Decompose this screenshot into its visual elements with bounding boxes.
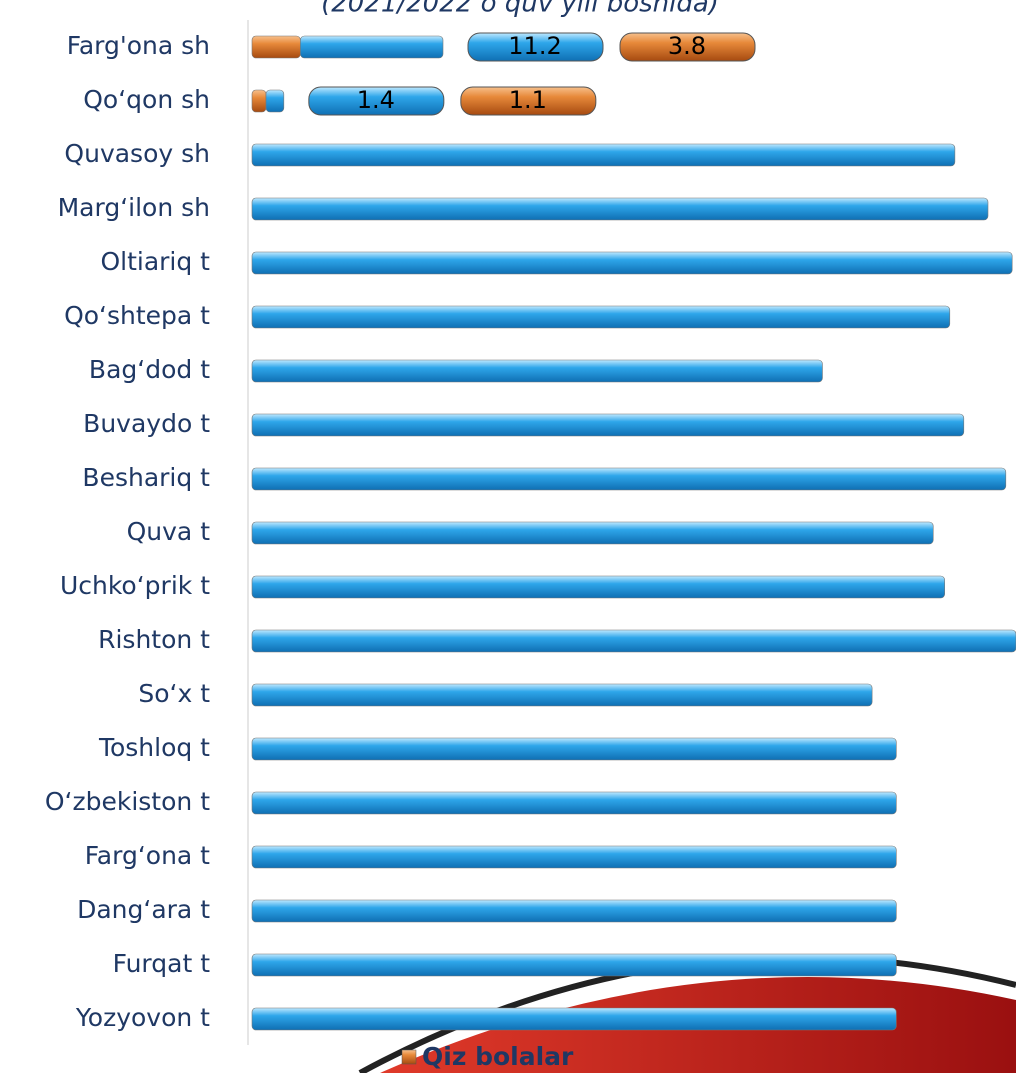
y-tick-label: Farg‘ona t (85, 841, 210, 870)
bar (252, 468, 1006, 490)
bar (252, 198, 988, 220)
y-tick-label: Rishton t (98, 625, 210, 654)
legend-label: Qiz bolalar (422, 1042, 574, 1071)
data-label: 11.2 (508, 32, 561, 60)
y-tick-label: Qo‘shtepa t (64, 301, 210, 330)
data-label: 1.4 (357, 86, 395, 114)
data-label: 1.1 (509, 86, 547, 114)
bar (252, 306, 950, 328)
subtitle: (2021/2022 o‘quv yili boshida) (321, 0, 719, 19)
page: (2021/2022 o‘quv yili boshida) Farg'ona … (0, 0, 1016, 1077)
y-tick-label: Oltiariq t (100, 247, 210, 276)
y-tick-label: Quva t (127, 517, 211, 546)
bar (252, 900, 896, 922)
bar (300, 36, 443, 58)
bar (252, 144, 955, 166)
y-tick-label: Bag‘dod t (89, 355, 210, 384)
y-tick-label: Furqat t (113, 949, 211, 978)
y-tick-label: Qo‘qon sh (83, 85, 210, 114)
y-tick-label: Quvasoy sh (64, 139, 210, 168)
y-tick-label: Buvaydo t (83, 409, 210, 438)
bar (266, 90, 284, 112)
y-tick-label: Dang‘ara t (77, 895, 210, 924)
y-tick-label: O‘zbekiston t (45, 787, 210, 816)
bar (252, 954, 896, 976)
y-tick-label: So‘x t (138, 679, 210, 708)
bar (252, 792, 896, 814)
y-tick-label: Uchko‘prik t (60, 571, 210, 600)
bar (252, 576, 945, 598)
y-tick-label: Yozyovon t (75, 1003, 210, 1032)
y-tick-label: Farg'ona sh (67, 31, 210, 60)
y-tick-label: Toshloq t (98, 733, 210, 762)
bar (252, 522, 933, 544)
bar (252, 738, 896, 760)
y-tick-label: Beshariq t (82, 463, 210, 492)
legend-marker (402, 1050, 416, 1064)
data-label: 3.8 (668, 32, 706, 60)
bar (252, 684, 872, 706)
bar (252, 90, 266, 112)
bar (252, 630, 1016, 652)
y-tick-label: Marg‘ilon sh (58, 193, 210, 222)
bar (252, 252, 1012, 274)
bar (252, 846, 896, 868)
bar (252, 414, 964, 436)
bar (252, 36, 300, 58)
chart: (2021/2022 o‘quv yili boshida) Farg'ona … (0, 0, 1016, 1073)
bar (252, 1008, 896, 1030)
bar (252, 360, 822, 382)
